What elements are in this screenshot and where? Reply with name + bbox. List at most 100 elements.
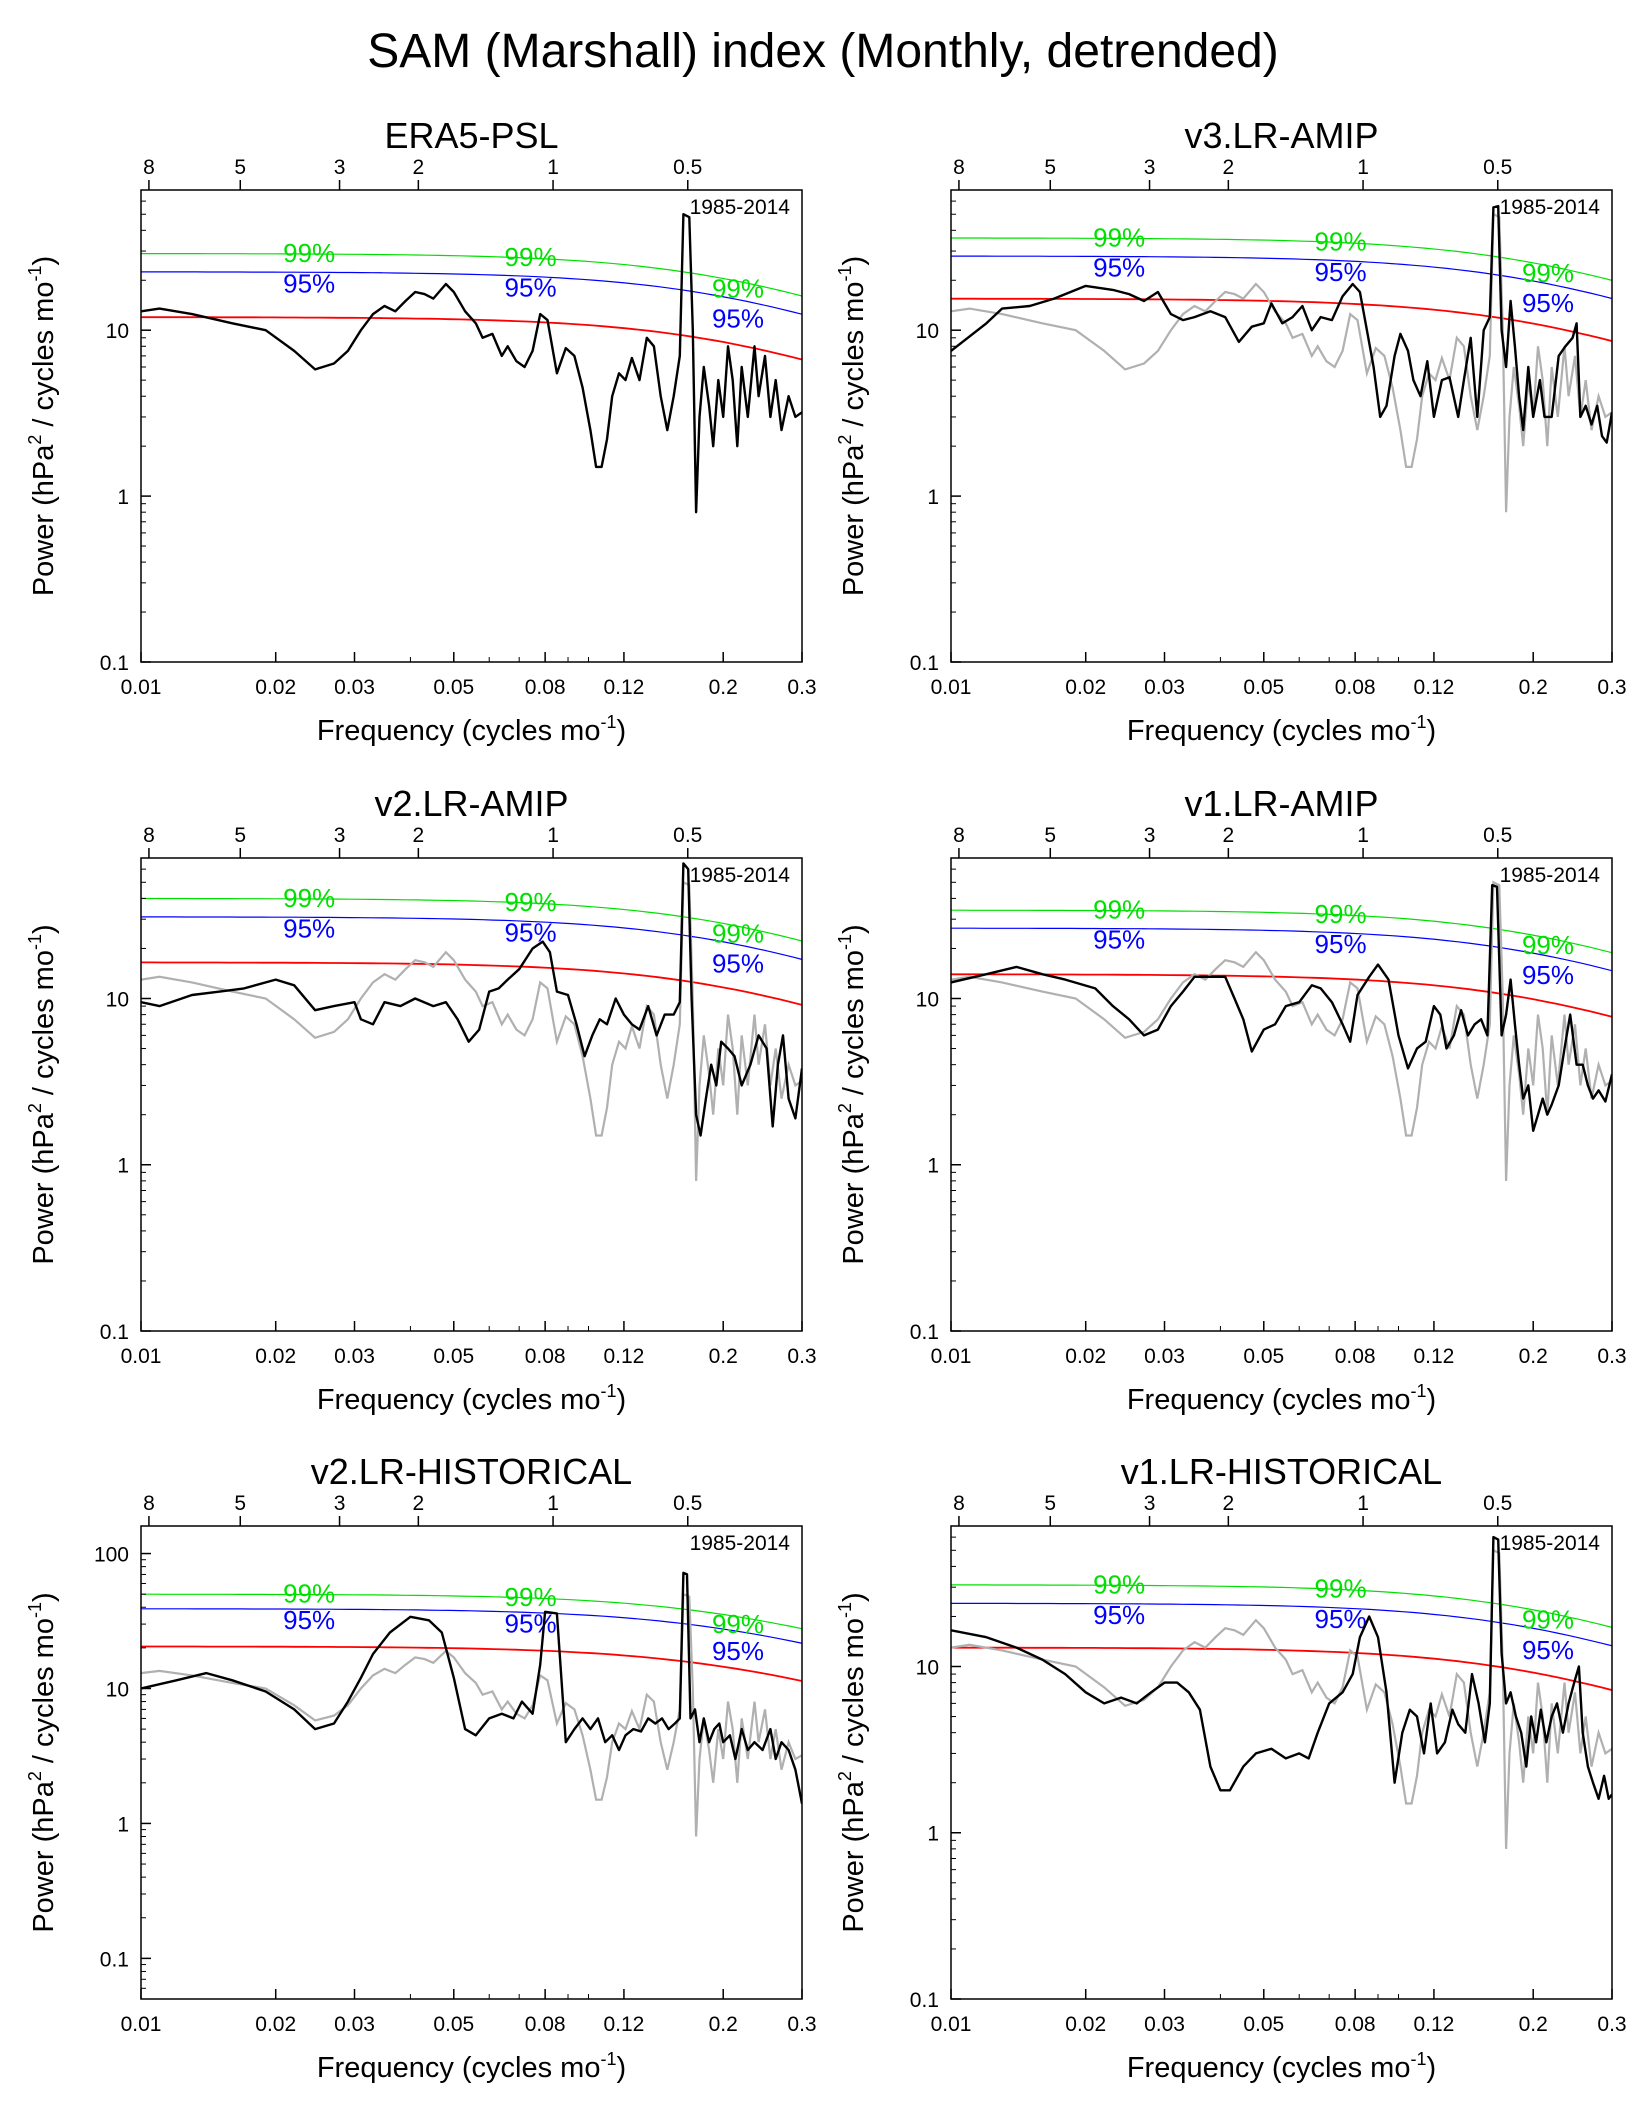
sig99-label: 99% (1093, 895, 1145, 925)
sig99-label: 99% (1522, 258, 1574, 288)
sig99-label: 99% (283, 883, 335, 913)
x-tick-label: 0.05 (433, 676, 474, 699)
period-tick-label: 8 (143, 824, 155, 847)
x-tick-label: 0.01 (931, 1345, 972, 1368)
period-tick-label: 3 (334, 1492, 346, 1515)
x-tick-label: 0.03 (334, 1345, 375, 1368)
period-tick-label: 3 (1144, 1492, 1156, 1515)
period-tick-label: 2 (1223, 156, 1235, 179)
sig95-label: 95% (283, 268, 335, 298)
period-tick-label: 5 (234, 156, 246, 179)
period-tick-label: 0.5 (1483, 1492, 1512, 1515)
period-tick-label: 3 (334, 156, 346, 179)
y-tick-label: 0.1 (910, 652, 939, 675)
plot-frame (140, 1525, 803, 2000)
x-tick-label: 0.03 (334, 676, 375, 699)
period-tick-label: 8 (953, 1492, 965, 1515)
sig99-label: 99% (712, 273, 764, 303)
red-noise-curve (141, 1645, 802, 1682)
period-tick-label: 5 (234, 1492, 246, 1515)
period-tick-label: 1 (547, 1492, 559, 1515)
period-annotation: 1985-2014 (1500, 1532, 1601, 1555)
period-tick-label: 2 (413, 156, 425, 179)
period-tick-label: 1 (1357, 824, 1369, 847)
obs-overlay-line (141, 880, 802, 1181)
x-axis-label: Frequency (cycles mo-1) (317, 712, 626, 747)
x-tick-label: 0.08 (1335, 1345, 1376, 1368)
x-tick-label: 0.3 (787, 676, 816, 699)
x-tick-label: 0.08 (525, 676, 566, 699)
x-tick-label: 0.12 (1413, 1345, 1454, 1368)
x-tick-label: 0.05 (433, 2013, 474, 2036)
x-tick-label: 0.05 (1243, 2013, 1284, 2036)
sig95-curve (951, 1602, 1612, 1647)
y-axis-label: Power (hPa2 / cycles mo-1) (835, 1592, 870, 1932)
x-tick-label: 0.05 (1243, 1345, 1284, 1368)
period-annotation: 1985-2014 (1500, 196, 1601, 219)
x-tick-label: 0.03 (1144, 2013, 1185, 2036)
sig95-curve (141, 271, 802, 315)
sig99-label: 99% (505, 242, 557, 272)
period-tick-label: 5 (1044, 1492, 1056, 1515)
sig99-curve (141, 1593, 802, 1630)
x-tick-label: 0.2 (1519, 2013, 1548, 2036)
sig95-curve (141, 916, 802, 960)
period-tick-label: 5 (1044, 156, 1056, 179)
period-tick-label: 2 (413, 1492, 425, 1515)
y-tick-label: 0.1 (100, 1321, 129, 1344)
panel-title: v2.LR-AMIP (374, 783, 568, 824)
panel-title: v3.LR-AMIP (1184, 115, 1378, 156)
x-tick-label: 0.3 (1597, 676, 1626, 699)
period-tick-label: 2 (413, 824, 425, 847)
y-tick-label: 0.1 (910, 1321, 939, 1344)
period-annotation: 1985-2014 (690, 196, 791, 219)
y-tick-label: 1 (117, 486, 129, 509)
sig99-label: 99% (712, 1609, 764, 1639)
y-tick-label: 1 (927, 486, 939, 509)
sig95-label: 95% (1522, 288, 1574, 318)
period-tick-label: 1 (547, 824, 559, 847)
y-tick-label: 10 (106, 988, 129, 1011)
sig95-curve (951, 255, 1612, 300)
x-axis-label: Frequency (cycles mo-1) (317, 2049, 626, 2084)
spectrum-line (141, 213, 802, 514)
x-tick-label: 0.02 (1065, 2013, 1106, 2036)
period-tick-label: 3 (334, 824, 346, 847)
period-tick-label: 8 (953, 824, 965, 847)
y-tick-label: 1 (927, 1823, 939, 1846)
sig95-label: 95% (1315, 1604, 1367, 1634)
x-tick-label: 0.02 (255, 1345, 296, 1368)
x-tick-label: 0.02 (1065, 1345, 1106, 1368)
y-tick-label: 100 (94, 1544, 129, 1567)
sig95-label: 95% (1093, 1600, 1145, 1630)
x-tick-label: 0.01 (931, 676, 972, 699)
period-annotation: 1985-2014 (690, 1532, 791, 1555)
y-tick-label: 0.1 (100, 652, 129, 675)
period-tick-label: 0.5 (1483, 156, 1512, 179)
panel-title: ERA5-PSL (384, 115, 558, 156)
y-axis-label: Power (hPa2 / cycles mo-1) (835, 924, 870, 1264)
y-tick-label: 10 (916, 320, 939, 343)
period-tick-label: 1 (547, 156, 559, 179)
plot-frame (140, 189, 803, 663)
x-tick-label: 0.01 (121, 1345, 162, 1368)
x-tick-label: 0.2 (1519, 676, 1548, 699)
x-tick-label: 0.12 (1413, 676, 1454, 699)
x-tick-label: 0.01 (121, 676, 162, 699)
sig99-label: 99% (283, 1579, 335, 1609)
sig99-label: 99% (1315, 1574, 1367, 1604)
x-tick-label: 0.08 (1335, 2013, 1376, 2036)
sig95-label: 95% (712, 304, 764, 334)
obs-overlay-line (141, 1592, 802, 1837)
sig95-label: 95% (712, 949, 764, 979)
spectrum-line (951, 1535, 1612, 1800)
sig95-label: 95% (283, 913, 335, 943)
x-tick-label: 0.2 (1519, 1345, 1548, 1368)
obs-overlay-line (951, 212, 1612, 513)
y-tick-label: 10 (916, 1656, 939, 1679)
period-tick-label: 5 (234, 824, 246, 847)
x-tick-label: 0.3 (1597, 2013, 1626, 2036)
x-tick-label: 0.03 (334, 2013, 375, 2036)
y-tick-label: 1 (117, 1813, 129, 1836)
